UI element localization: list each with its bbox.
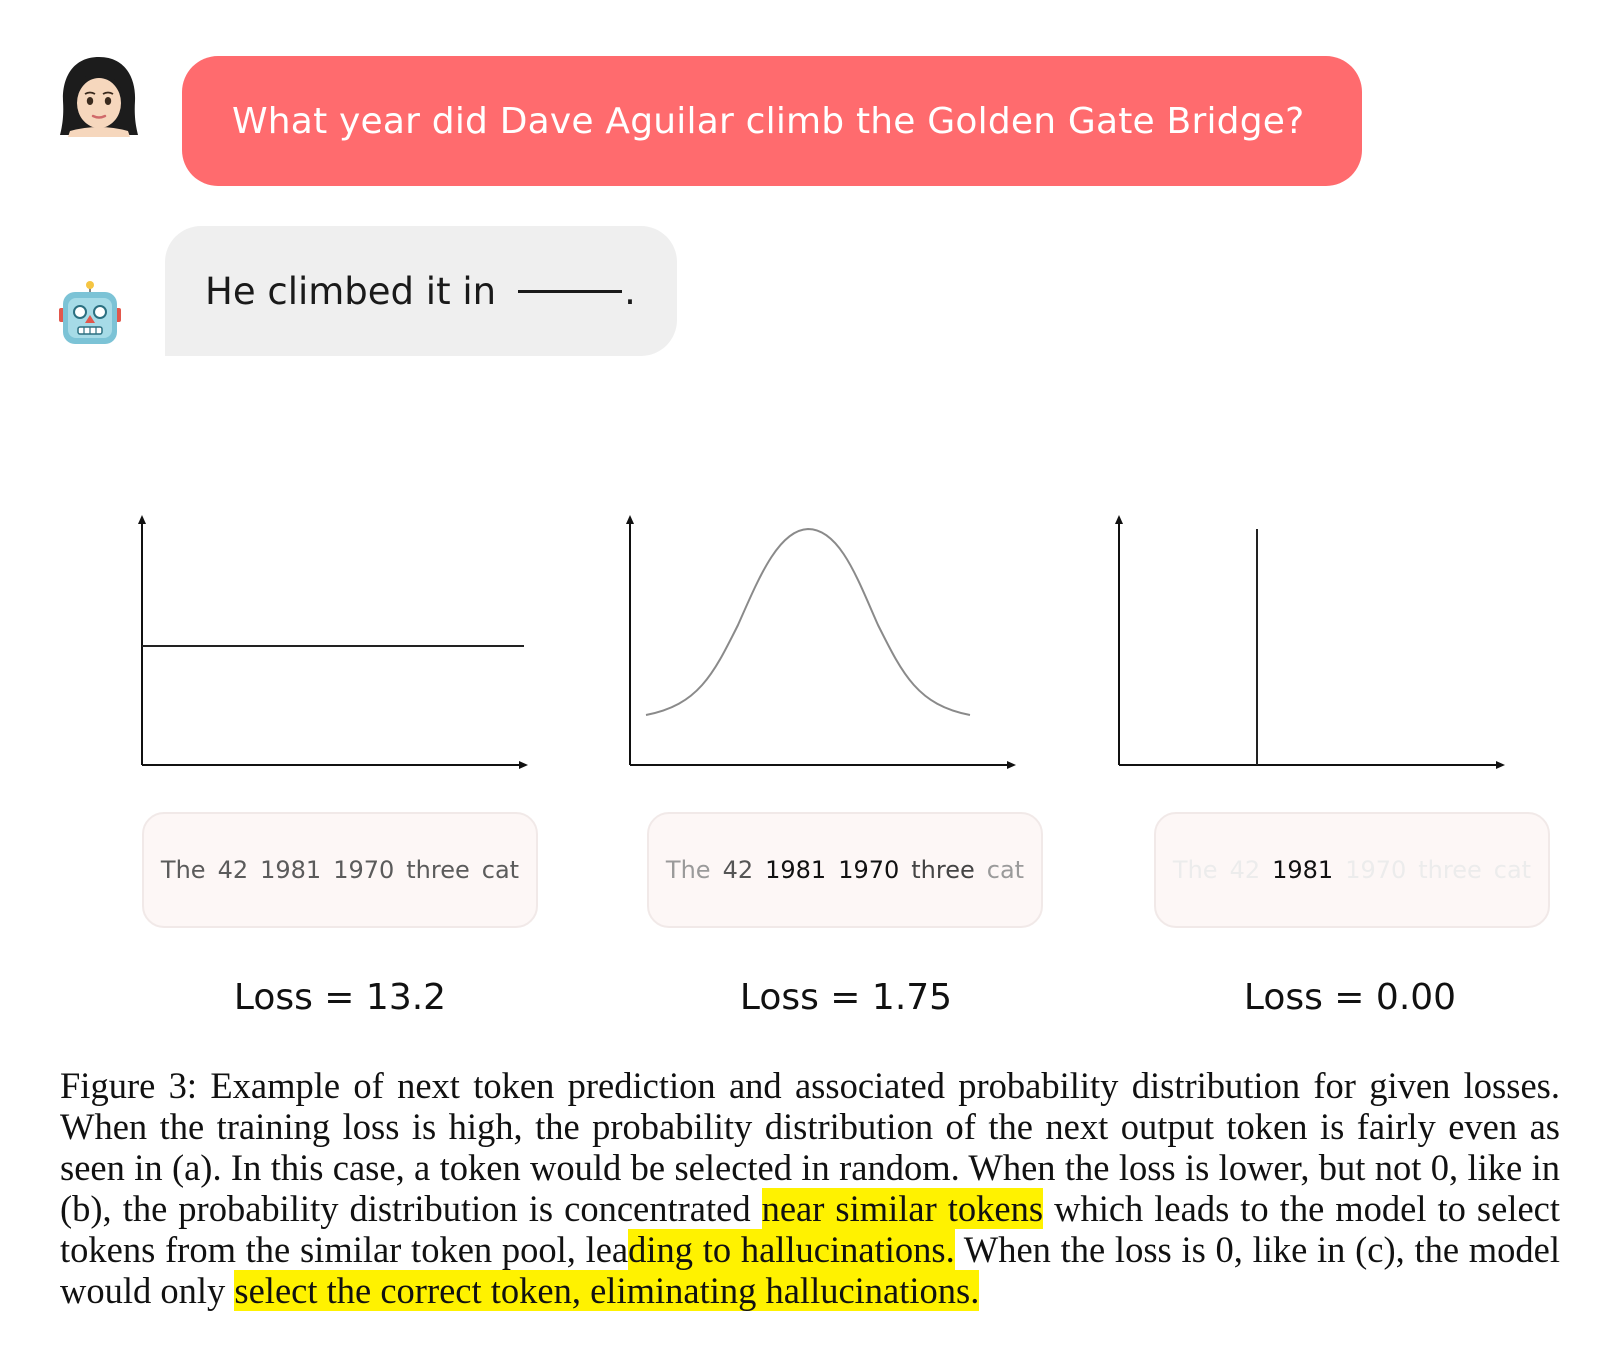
caption-highlight-2: ding to hallucinations. — [628, 1229, 955, 1270]
token-label: 1970 — [838, 856, 900, 884]
caption-text-2: which leads to the model to select token… — [60, 1188, 1561, 1270]
caption-text-3: When the loss is 0, like in (c), the mod… — [60, 1229, 1561, 1311]
loss-label-b: Loss = 1.75 — [739, 977, 953, 1018]
token-label: 42 — [217, 856, 249, 884]
token-label: 1981 — [765, 856, 827, 884]
token-label: 1981 — [1272, 856, 1334, 884]
token-box-a: The 42 1981 1970 three cat — [142, 812, 538, 928]
token-label: cat — [481, 856, 520, 884]
loss-label-a: Loss = 13.2 — [233, 977, 447, 1018]
x-axis-arrow — [1007, 761, 1016, 769]
token-label: The — [1172, 856, 1218, 884]
token-label: 42 — [722, 856, 754, 884]
caption-highlight-1: near similar tokens — [761, 1188, 1044, 1229]
token-label: cat — [1493, 856, 1532, 884]
token-label: 1970 — [333, 856, 395, 884]
y-axis-arrow — [138, 515, 146, 524]
user-message-bubble: What year did Dave Aguilar climb the Gol… — [182, 56, 1362, 186]
plot-c-spike-distribution — [1107, 515, 1507, 775]
token-label: 1970 — [1345, 856, 1407, 884]
token-label: 42 — [1229, 856, 1261, 884]
token-label: three — [911, 856, 975, 884]
woman-face-icon — [60, 57, 138, 137]
bot-message-period: . — [624, 269, 636, 313]
y-axis-arrow — [626, 515, 634, 524]
gaussian-curve — [645, 527, 971, 716]
robot-face-icon — [59, 281, 121, 344]
caption-highlight-3: select the correct token, eliminating ha… — [234, 1270, 980, 1311]
loss-label-c: Loss = 0.00 — [1243, 977, 1457, 1018]
x-axis-arrow — [519, 761, 528, 769]
token-box-c: The 42 1981 1970 three cat — [1154, 812, 1550, 928]
token-box-b: The 42 1981 1970 three cat — [647, 812, 1043, 928]
plot-b-gaussian-distribution — [618, 515, 1018, 775]
bot-message-bubble: He climbed it in . — [165, 226, 677, 356]
figure-caption: Figure 3: Example of next token predicti… — [60, 1065, 1560, 1311]
y-axis-arrow — [1115, 515, 1123, 524]
plot-a-uniform-distribution — [130, 515, 530, 775]
token-label: three — [1418, 856, 1482, 884]
user-message-text: What year did Dave Aguilar climb the Gol… — [232, 100, 1305, 142]
token-label: The — [665, 856, 711, 884]
token-label: 1981 — [260, 856, 322, 884]
caption-text-1: Figure 3: Example of next token predicti… — [60, 1065, 1560, 1229]
bot-message-text: He climbed it in — [205, 269, 497, 313]
token-label: three — [406, 856, 470, 884]
answer-blank — [518, 289, 623, 293]
token-label: cat — [986, 856, 1025, 884]
token-label: The — [160, 856, 206, 884]
x-axis-arrow — [1496, 761, 1505, 769]
